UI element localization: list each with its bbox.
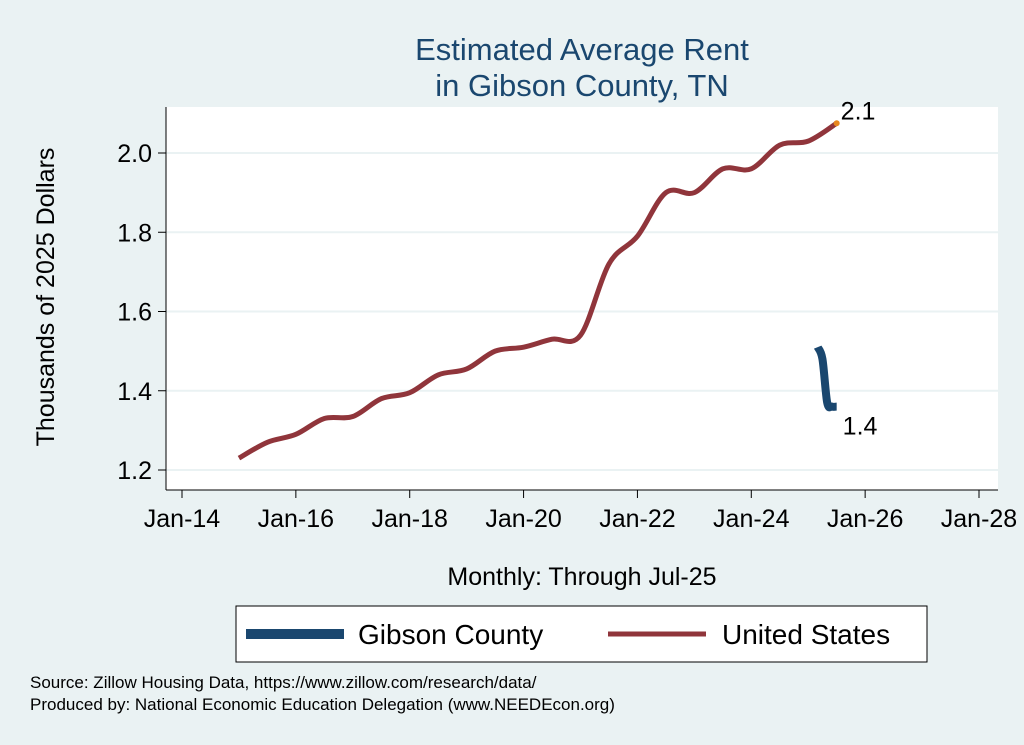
- y-tick-label: 1.2: [117, 457, 152, 485]
- end-point-marker-united-states: [833, 120, 840, 127]
- y-tick-label: 1.6: [117, 299, 152, 327]
- x-tick-label: Jan-24: [713, 505, 790, 533]
- series-line-gibson-county: [813, 345, 837, 412]
- x-axis-label: Monthly: Through Jul-25: [447, 563, 716, 591]
- legend-label-gibson-county: Gibson County: [358, 619, 543, 650]
- y-tick-label: 1.4: [117, 378, 152, 406]
- y-tick-label: 2.0: [117, 140, 152, 168]
- x-tick-label: Jan-14: [144, 505, 221, 533]
- y-axis-label: Thousands of 2025 Dollars: [32, 148, 60, 447]
- legend-box: [235, 605, 928, 663]
- y-axis-ticks: 1.2 1.4 1.6 1.8 2.0: [117, 140, 166, 485]
- source-note: Source: Zillow Housing Data, https://www…: [30, 673, 537, 692]
- series-line-united-states: [237, 121, 839, 461]
- producer-note: Produced by: National Economic Education…: [30, 695, 615, 714]
- x-tick-label: Jan-18: [371, 505, 447, 533]
- x-tick-label: Jan-26: [827, 505, 903, 533]
- x-tick-label: Jan-28: [941, 505, 1017, 533]
- x-tick-label: Jan-16: [258, 505, 334, 533]
- x-axis-ticks: Jan-14 Jan-16 Jan-18 Jan-20 Jan-22 Jan-24 Jan-…: [144, 490, 1017, 533]
- end-value-label-gibson-county: 1.4: [843, 413, 878, 441]
- y-tick-label: 1.8: [117, 219, 152, 247]
- x-tick-label: Jan-20: [485, 505, 561, 533]
- chart-title-line-1: Estimated Average Rent: [415, 32, 749, 67]
- chart-title-line-2: in Gibson County, TN: [435, 68, 729, 103]
- plot-area: [166, 107, 998, 490]
- series-lines: 1.4 2.1: [237, 97, 878, 461]
- gridlines: [166, 152, 998, 471]
- end-value-label-united-states: 2.1: [841, 97, 876, 125]
- legend-label-united-states: United States: [722, 619, 890, 650]
- x-tick-label: Jan-22: [599, 505, 675, 533]
